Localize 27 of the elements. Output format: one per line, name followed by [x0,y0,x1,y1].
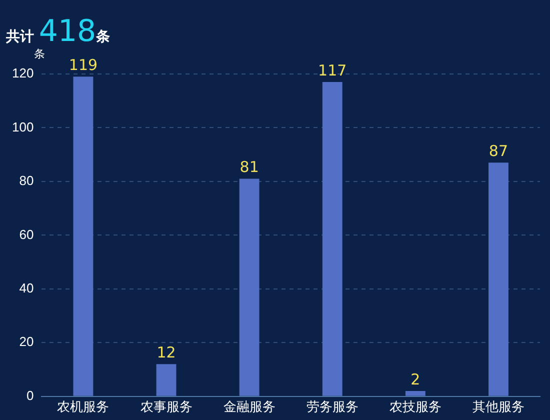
data-label: 87 [488,142,508,160]
y-tick-label: 80 [19,173,34,188]
bar [322,82,342,396]
y-tick-label: 120 [12,66,34,81]
x-tick-label: 其他服务 [472,398,524,414]
bar [405,391,426,396]
data-label: 119 [68,56,98,74]
y-tick-label: 60 [19,226,34,242]
bar [239,178,260,396]
bar [488,162,508,396]
y-tick-label: 0 [26,388,34,403]
data-label: 12 [156,344,176,362]
y-tick-label: 20 [19,334,34,350]
x-tick-label: 金融服务 [223,398,276,414]
data-label: 117 [318,61,347,80]
y-tick-label: 100 [12,119,34,134]
bar [73,76,94,396]
x-tick-label: 劳务服务 [306,398,358,414]
chart-title: 共计 418条 [6,14,110,49]
y-axis-title: 条 [34,47,46,60]
x-tick-label: 农事服务 [140,398,192,414]
y-tick-label: 40 [19,280,34,296]
data-label: 81 [240,158,259,176]
bar [156,364,176,396]
data-label: 2 [410,370,420,388]
x-tick-label: 农机服务 [57,398,110,414]
x-tick-label: 农技服务 [389,398,442,414]
